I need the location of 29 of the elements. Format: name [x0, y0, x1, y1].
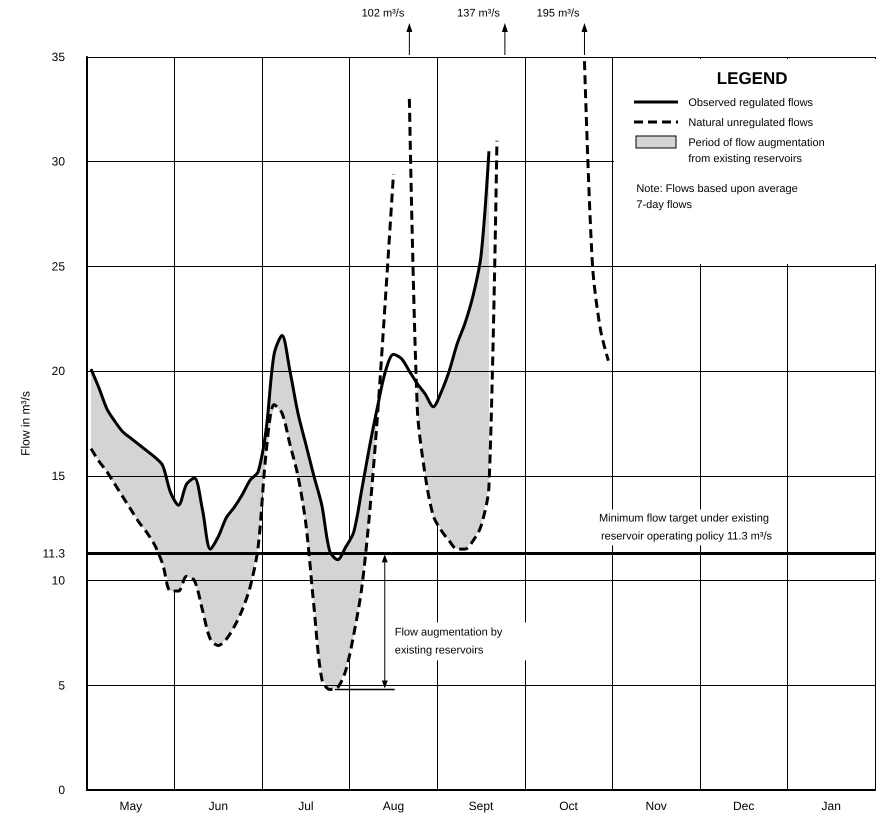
y-tick-label: 35	[52, 50, 66, 64]
text: 137 m³/s	[457, 8, 500, 20]
text: 195 m³/s	[536, 8, 580, 20]
y-tick-label: 20	[52, 364, 66, 378]
annotation: Note: Flows based upon average 7-day flows	[635, 182, 799, 213]
y-axis-title: Flow in m³/s	[18, 391, 33, 456]
x-tick-label: Nov	[645, 799, 667, 813]
y-tick-label: 11.3	[42, 546, 66, 560]
y-tick-label: 25	[52, 259, 66, 274]
x-tick-label: Sept	[468, 799, 494, 813]
text: 102 m³/s	[362, 8, 405, 20]
y-tick-label: 15	[52, 468, 66, 483]
x-tick-label: Dec	[732, 799, 754, 813]
legend-label: Natural unregulated flows	[688, 116, 814, 131]
y-tick-label: 0	[58, 783, 66, 797]
x-tick-label: Jul	[298, 799, 314, 813]
y-tick-label: 10	[52, 574, 66, 588]
legend-label: Observed regulated flows	[688, 96, 814, 111]
ref-line-label: Minimum flow target under existing reservoir operating policy 11.3 m³/s	[598, 512, 772, 542]
legend-label: Period of flow augmentation from existing reservoirs	[688, 136, 826, 167]
y-tick-label: 5	[58, 678, 66, 692]
x-tick-label: Jan	[822, 799, 841, 813]
x-tick-label: Jun	[208, 799, 228, 813]
x-tick-label: May	[119, 799, 142, 813]
x-tick-label: Aug	[382, 799, 404, 813]
legend-title: LEGEND	[716, 69, 789, 89]
annotation: Flow augmentation by existing reservoirs	[394, 626, 506, 656]
x-tick-label: Oct	[559, 799, 579, 813]
y-tick-label: 30	[52, 154, 66, 169]
